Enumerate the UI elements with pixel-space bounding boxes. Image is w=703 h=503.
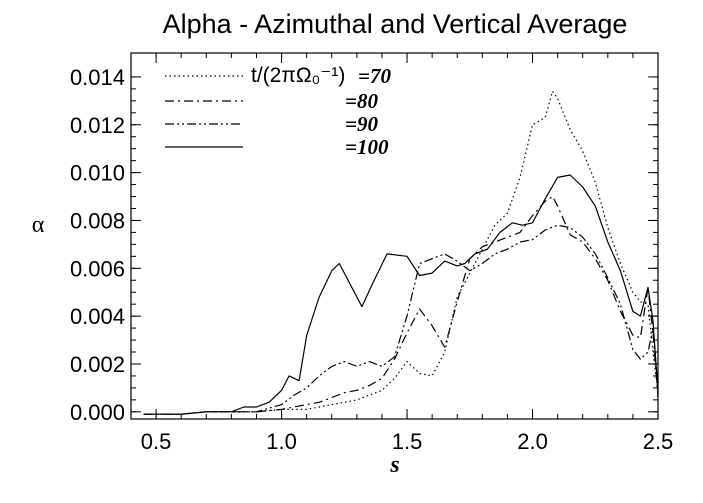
- legend-label-2: =80: [345, 89, 378, 113]
- y-tick-label: 0.006: [70, 256, 125, 281]
- y-tick-label: 0.004: [70, 304, 125, 329]
- y-axis-label: α: [32, 212, 45, 238]
- series-line-3: [143, 224, 659, 415]
- series-line-4: [143, 174, 659, 415]
- x-tick-label: 1.0: [266, 429, 297, 454]
- x-tick-labels: 0.5 1.0 1.5 2.0 2.5: [141, 429, 673, 454]
- x-tick-label: 2.5: [643, 429, 674, 454]
- axis-ticks: [130, 53, 659, 419]
- x-axis-label: s: [389, 452, 399, 478]
- x-tick-label: 1.5: [392, 429, 423, 454]
- legend-prefix: t/(2πΩ₀⁻¹): [251, 64, 345, 87]
- legend-label-3: =90: [345, 112, 378, 136]
- plot-frame: [130, 52, 659, 420]
- y-tick-labels: 0.000 0.002 0.004 0.006 0.008 0.010 0.012 0.014: [70, 65, 125, 425]
- y-tick-label: 0.012: [70, 113, 125, 138]
- series-line-1: [143, 90, 659, 415]
- legend-label-1: =70: [358, 64, 391, 88]
- legend: t/(2πΩ₀⁻¹) =70=80=90=100: [165, 64, 391, 159]
- x-tick-label: 2.0: [517, 429, 548, 454]
- x-tick-label: 0.5: [141, 429, 172, 454]
- y-tick-label: 0.002: [70, 352, 125, 377]
- chart-title: Alpha - Azimuthal and Vertical Average: [163, 9, 628, 39]
- series-line-2: [143, 195, 659, 415]
- y-tick-label: 0.014: [70, 65, 125, 90]
- legend-label-4: =100: [345, 135, 389, 159]
- y-tick-label: 0.000: [70, 400, 125, 425]
- y-tick-label: 0.008: [70, 208, 125, 233]
- y-tick-label: 0.010: [70, 161, 125, 186]
- series-lines: [143, 90, 659, 415]
